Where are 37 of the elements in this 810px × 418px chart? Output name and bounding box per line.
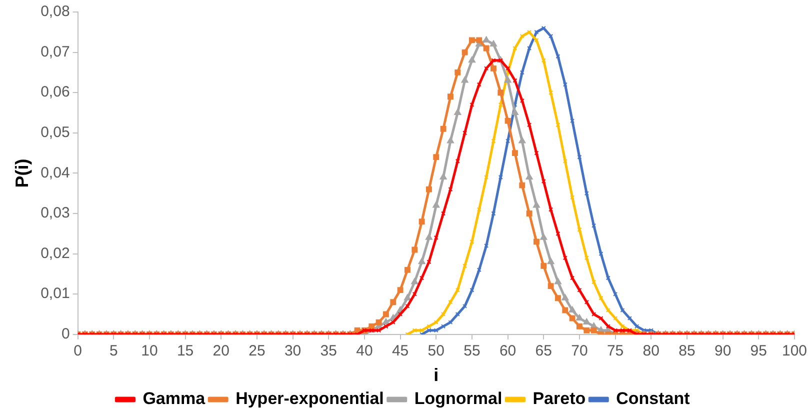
legend-label: Constant (616, 389, 690, 408)
x-tick-label: 85 (678, 342, 696, 360)
x-tick-label: 25 (248, 342, 266, 360)
x-axis-title: i (434, 365, 439, 386)
y-tick-label: 0,08 (40, 3, 70, 20)
x-tick-label: 95 (750, 342, 767, 360)
x-tick-label: 5 (109, 342, 118, 360)
x-tick-label: 35 (320, 342, 337, 360)
x-tick-label: 55 (464, 342, 480, 360)
x-tick-label: 10 (141, 342, 158, 360)
y-tick-label: 0,07 (40, 43, 70, 60)
legend-label: Lognormal (414, 389, 502, 408)
x-tick-label: 20 (212, 342, 230, 360)
y-tick-label: 0 (61, 326, 70, 343)
y-axis-title: P(i) (12, 158, 32, 188)
x-tick-label: 50 (428, 342, 444, 360)
x-tick-label: 40 (356, 342, 373, 360)
legend-label: Hyper-exponential (236, 389, 384, 408)
x-tick-label: 15 (176, 342, 194, 360)
x-tick-label: 30 (284, 342, 302, 360)
x-tick-label: 80 (642, 342, 660, 360)
x-tick-label: 100 (782, 342, 807, 360)
x-tick-label: 70 (571, 342, 588, 360)
y-tick-label: 0,01 (40, 285, 70, 302)
x-tick-label: 45 (392, 342, 409, 360)
x-tick-label: 60 (499, 342, 516, 360)
y-tick-label: 0,06 (40, 84, 70, 101)
y-tick-label: 0,05 (40, 124, 70, 142)
y-tick-label: 0,04 (40, 164, 70, 182)
x-tick-label: 0 (74, 342, 82, 360)
y-tick-label: 0,03 (40, 204, 70, 222)
x-tick-label: 90 (714, 342, 732, 360)
legend-label: Pareto (532, 389, 586, 408)
x-tick-label: 75 (606, 342, 624, 360)
x-tick-label: 65 (535, 342, 552, 360)
legend-label: Gamma (142, 389, 206, 408)
y-tick-label: 0,02 (40, 244, 70, 262)
